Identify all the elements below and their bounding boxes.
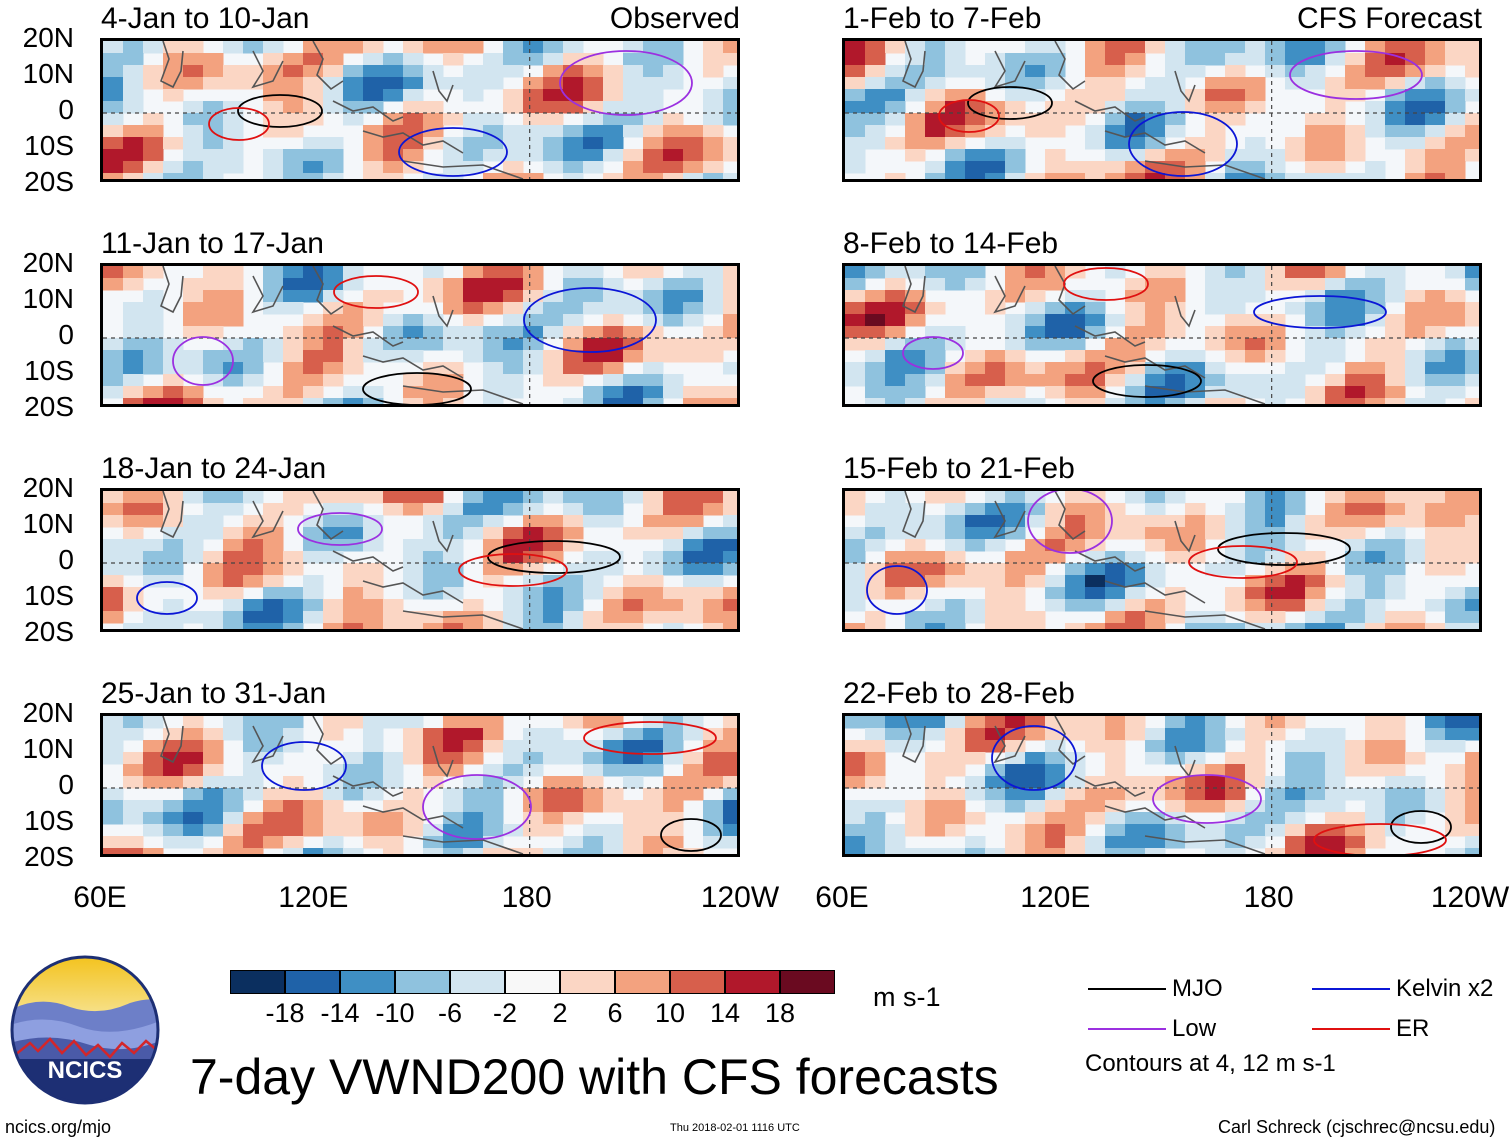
map-field: [845, 41, 1479, 179]
lat-tick-label: 20N: [22, 247, 74, 278]
colorbar-swatch: [505, 970, 560, 994]
map-panel: [100, 488, 740, 632]
legend-label: ER: [1396, 1015, 1430, 1042]
colorbar-tick-label: -2: [492, 998, 518, 1028]
lon-tick-label: 60E: [73, 881, 127, 914]
lat-tick-label: 20S: [24, 841, 74, 872]
colorbar-swatch: [560, 970, 615, 994]
colorbar-swatch: [395, 970, 450, 994]
lat-tick-label: 0: [58, 94, 74, 125]
forecast-label: CFS Forecast: [1296, 2, 1482, 35]
panel-title: 15-Feb to 21-Feb: [843, 452, 1075, 485]
lat-tick-label: 0: [58, 769, 74, 800]
lat-tick-label: 10S: [24, 580, 74, 611]
lat-tick-label: 20N: [22, 472, 74, 503]
legend-label: Low: [1172, 1015, 1217, 1042]
colorbar-tick-label: -10: [375, 998, 415, 1028]
map-field: [103, 491, 737, 629]
map-field: [103, 716, 737, 854]
colorbar-swatch: [450, 970, 505, 994]
colorbar-tick-label: 14: [709, 998, 741, 1028]
lat-tick-label: 20N: [22, 22, 74, 53]
panel-title: 18-Jan to 24-Jan: [101, 452, 327, 485]
lon-tick-label: 120E: [1020, 881, 1091, 914]
colorbar-tick-label: -18: [265, 998, 305, 1028]
legend-label: MJO: [1172, 975, 1223, 1002]
panel-title: 11-Jan to 17-Jan: [101, 227, 324, 260]
footer-url[interactable]: ncics.org/mjo: [5, 1117, 112, 1137]
lat-tick-label: 10N: [22, 508, 74, 539]
contour-note: Contours at 4, 12 m s-1: [1085, 1050, 1336, 1077]
map-field: [103, 266, 737, 404]
lat-tick-label: 10N: [22, 58, 74, 89]
observed-label: Observed: [609, 2, 740, 35]
footer-author: Carl Schreck (cjschrec@ncsu.edu): [1218, 1117, 1496, 1137]
map-panel: [842, 38, 1482, 182]
map-panel: [842, 713, 1482, 857]
map-panel: [842, 263, 1482, 407]
colorbar-swatch: [725, 970, 780, 994]
map-panel: [100, 38, 740, 182]
ncics-logo: NCICS: [10, 955, 160, 1105]
colorbar-swatch: [340, 970, 395, 994]
lat-tick-label: 20S: [24, 391, 74, 422]
lat-tick-label: 10S: [24, 355, 74, 386]
colorbar-tick-label: 18: [764, 998, 796, 1028]
legend-line: [1312, 1028, 1390, 1030]
colorbar-swatch: [615, 970, 670, 994]
colorbar-tick-label: 6: [607, 998, 623, 1028]
legend-line: [1088, 988, 1166, 990]
footer-timestamp: Thu 2018-02-01 1116 UTC: [670, 1122, 800, 1134]
colorbar-tick-label: -14: [320, 998, 360, 1028]
map-field: [845, 266, 1479, 404]
lon-tick-label: 120W: [1430, 881, 1510, 914]
legend-label: Kelvin x2: [1396, 975, 1494, 1002]
colorbar-tick-label: 2: [552, 998, 568, 1028]
map-field: [845, 491, 1479, 629]
panel-title: 22-Feb to 28-Feb: [843, 677, 1075, 710]
colorbar-swatch: [670, 970, 725, 994]
legend-line: [1312, 988, 1390, 990]
colorbar-tick-label: 10: [654, 998, 686, 1028]
lon-tick-label: 180: [1243, 881, 1294, 914]
lat-tick-label: 0: [58, 544, 74, 575]
colorbar-units: m s-1: [873, 982, 941, 1012]
lat-tick-label: 0: [58, 319, 74, 350]
colorbar-swatch: [780, 970, 835, 994]
lat-tick-label: 10S: [24, 805, 74, 836]
logo-text: NCICS: [48, 1057, 123, 1084]
lat-tick-label: 10S: [24, 130, 74, 161]
map-panel: [100, 263, 740, 407]
lon-tick-label: 60E: [815, 881, 869, 914]
panel-title: 8-Feb to 14-Feb: [843, 227, 1059, 260]
panel-title: 1-Feb to 7-Feb: [843, 2, 1042, 35]
map-panel: [842, 488, 1482, 632]
map-panel: [100, 713, 740, 857]
panel-title: 25-Jan to 31-Jan: [101, 677, 327, 710]
lat-tick-label: 20S: [24, 166, 74, 197]
lon-tick-label: 120W: [700, 881, 780, 914]
lon-tick-label: 120E: [278, 881, 349, 914]
lat-tick-label: 10N: [22, 283, 74, 314]
panel-title: 4-Jan to 10-Jan: [101, 2, 310, 35]
lat-tick-label: 20N: [22, 697, 74, 728]
colorbar-swatch: [230, 970, 285, 994]
lon-tick-label: 180: [501, 881, 552, 914]
map-field: [103, 41, 737, 179]
legend-line: [1088, 1028, 1166, 1030]
lat-tick-label: 10N: [22, 733, 74, 764]
lat-tick-label: 20S: [24, 616, 74, 647]
figure-title: 7-day VWND200 with CFS forecasts: [190, 1049, 999, 1105]
colorbar-swatch: [285, 970, 340, 994]
map-field: [845, 716, 1479, 854]
colorbar-tick-label: -6: [437, 998, 463, 1028]
